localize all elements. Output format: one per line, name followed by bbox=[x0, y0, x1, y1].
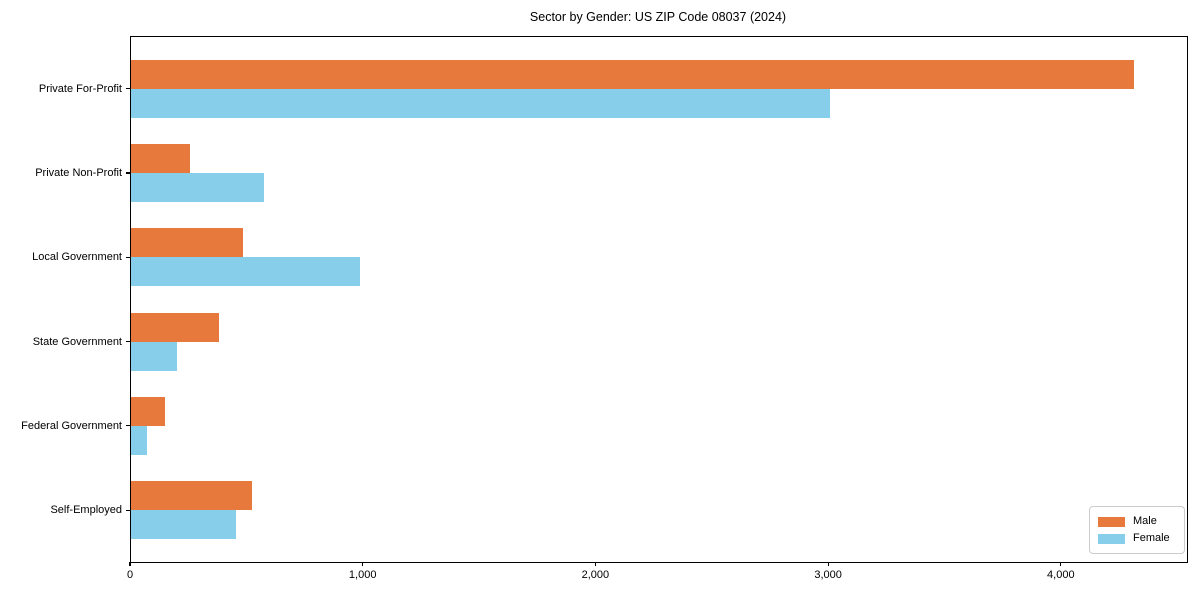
bar-male-2 bbox=[131, 228, 243, 258]
y-axis-label: State Government bbox=[32, 335, 122, 348]
x-axis-tick-label: 2,000 bbox=[581, 569, 610, 581]
bar-male-5 bbox=[131, 481, 253, 511]
y-tick-mark bbox=[126, 425, 130, 427]
bar-female-0 bbox=[131, 88, 831, 118]
y-tick-mark bbox=[126, 341, 130, 343]
bar-female-2 bbox=[131, 257, 361, 287]
y-tick-mark bbox=[126, 256, 130, 258]
x-tick-mark bbox=[1060, 562, 1062, 566]
y-tick-mark bbox=[126, 172, 130, 174]
y-axis-label: Private Non-Profit bbox=[35, 167, 122, 179]
bar-female-1 bbox=[131, 173, 264, 202]
bar-male-0 bbox=[131, 59, 1134, 89]
bar-female-5 bbox=[131, 510, 237, 540]
x-axis-tick-label: 0 bbox=[126, 569, 134, 581]
legend: Male Female bbox=[1089, 506, 1185, 554]
legend-label-female: Female bbox=[1133, 532, 1170, 544]
bar-male-1 bbox=[131, 144, 191, 173]
x-tick-mark bbox=[129, 562, 131, 566]
x-axis-tick-label: 1,000 bbox=[348, 569, 377, 581]
x-tick-mark bbox=[594, 562, 596, 566]
y-tick-mark bbox=[126, 509, 130, 511]
y-axis-label: Self-Employed bbox=[50, 504, 122, 517]
bar-female-3 bbox=[131, 341, 178, 371]
y-tick-mark bbox=[126, 88, 130, 90]
legend-item-male: Male bbox=[1098, 513, 1176, 530]
bar-female-4 bbox=[131, 425, 147, 455]
legend-swatch-female-icon bbox=[1098, 533, 1125, 544]
legend-label-male: Male bbox=[1133, 515, 1157, 527]
x-axis-tick-label: 3,000 bbox=[814, 569, 842, 581]
chart-title: Sector by Gender: US ZIP Code 08037 (202… bbox=[529, 10, 787, 24]
x-axis-tick-label: 4,000 bbox=[1047, 569, 1075, 581]
y-axis-label: Local Government bbox=[32, 251, 122, 264]
legend-item-female: Female bbox=[1098, 530, 1176, 547]
y-axis-label: Private For-Profit bbox=[38, 82, 122, 95]
legend-swatch-male-icon bbox=[1098, 516, 1125, 527]
y-axis-label: Federal Government bbox=[21, 419, 122, 432]
bar-male-3 bbox=[131, 312, 220, 342]
plot-area bbox=[130, 36, 1188, 563]
x-tick-mark bbox=[362, 562, 364, 566]
bar-male-4 bbox=[131, 396, 166, 426]
x-tick-mark bbox=[827, 562, 829, 566]
